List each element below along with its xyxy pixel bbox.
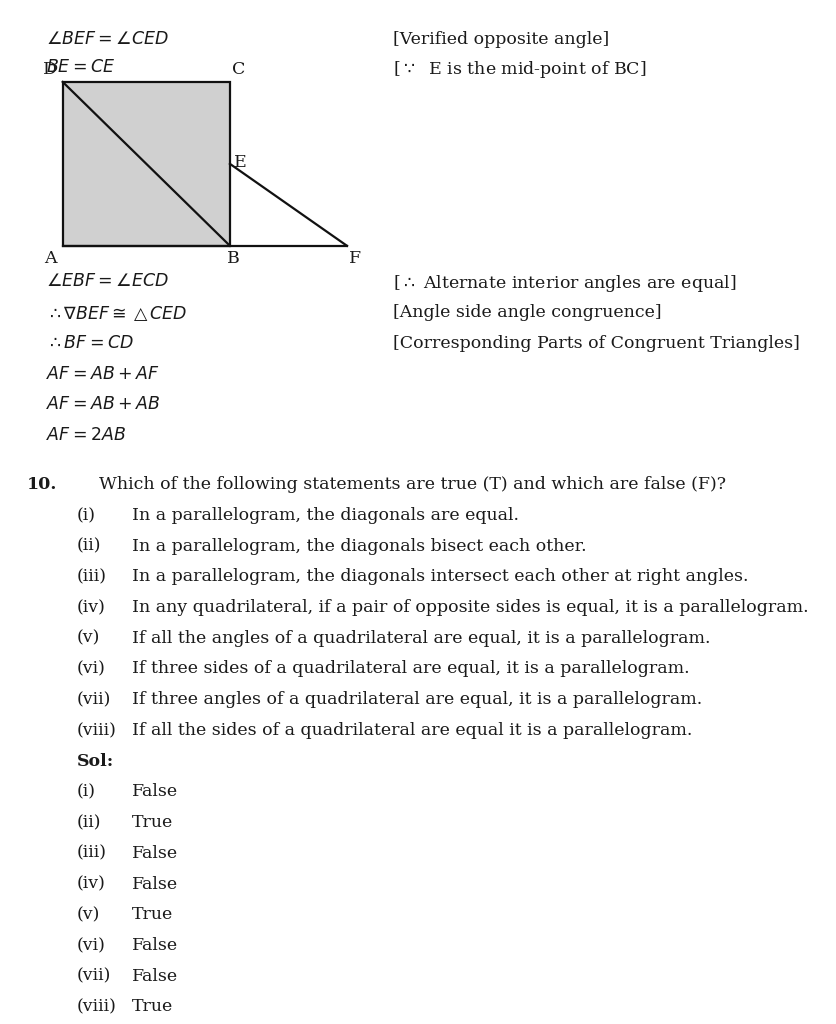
Text: $AF = AB + AB$: $AF = AB + AB$ [46,396,160,414]
Text: If three angles of a quadrilateral are equal, it is a parallelogram.: If three angles of a quadrilateral are e… [132,691,702,709]
Text: In any quadrilateral, if a pair of opposite sides is equal, it is a parallelogra: In any quadrilateral, if a pair of oppos… [132,599,808,616]
Text: Sol:: Sol: [77,753,115,770]
Text: [Verified opposite angle]: [Verified opposite angle] [393,31,609,48]
Text: (vi): (vi) [77,660,106,678]
Text: False: False [132,937,178,954]
Text: F: F [349,250,362,267]
Text: $\therefore \nabla BEF \cong \triangle CED$: $\therefore \nabla BEF \cong \triangle C… [46,304,187,324]
Text: [$\because$  E is the mid-point of BC]: [$\because$ E is the mid-point of BC] [393,59,646,81]
Text: False: False [132,876,178,893]
Text: (viii): (viii) [77,998,117,1016]
Text: $AF = 2AB$: $AF = 2AB$ [46,427,126,444]
Text: (vii): (vii) [77,968,111,985]
Text: (iv): (iv) [77,599,106,616]
Text: True: True [132,814,173,831]
Text: False: False [132,783,178,801]
Text: (vii): (vii) [77,691,111,709]
Text: (viii): (viii) [77,722,117,739]
Text: [Angle side angle congruence]: [Angle side angle congruence] [393,304,661,322]
Text: C: C [232,60,246,78]
Text: E: E [234,155,247,171]
Text: B: B [227,250,240,267]
Text: $\angle BEF = \angle CED$: $\angle BEF = \angle CED$ [46,31,169,48]
Text: $BE = CE$: $BE = CE$ [46,59,115,77]
Text: $\angle EBF = \angle ECD$: $\angle EBF = \angle ECD$ [46,273,169,291]
Text: (iii): (iii) [77,568,107,586]
Text: True: True [132,906,173,924]
Text: $AF = AB + AF$: $AF = AB + AF$ [46,366,160,383]
Text: (iii): (iii) [77,845,107,862]
Text: If three sides of a quadrilateral are equal, it is a parallelogram.: If three sides of a quadrilateral are eq… [132,660,690,678]
Text: $\therefore BF = CD$: $\therefore BF = CD$ [46,335,134,352]
Text: False: False [132,968,178,985]
Text: If all the sides of a quadrilateral are equal it is a parallelogram.: If all the sides of a quadrilateral are … [132,722,692,739]
Text: [Corresponding Parts of Congruent Triangles]: [Corresponding Parts of Congruent Triang… [393,335,800,352]
Text: Which of the following statements are true (T) and which are false (F)?: Which of the following statements are tr… [99,476,726,494]
Text: (v): (v) [77,630,100,647]
Text: True: True [132,998,173,1016]
Text: (v): (v) [77,906,100,924]
Text: A: A [44,250,57,267]
Text: (i): (i) [77,507,96,524]
Text: (vi): (vi) [77,937,106,954]
Text: (ii): (ii) [77,814,101,831]
Text: False: False [132,845,178,862]
Text: In a parallelogram, the diagonals bisect each other.: In a parallelogram, the diagonals bisect… [132,538,587,555]
Text: [$\therefore$ Alternate interior angles are equal]: [$\therefore$ Alternate interior angles … [393,273,737,295]
Polygon shape [63,82,230,246]
Text: D: D [43,60,57,78]
Text: (iv): (iv) [77,876,106,893]
Text: In a parallelogram, the diagonals intersect each other at right angles.: In a parallelogram, the diagonals inters… [132,568,748,586]
Text: 10.: 10. [27,476,57,494]
Text: (ii): (ii) [77,538,101,555]
Text: If all the angles of a quadrilateral are equal, it is a parallelogram.: If all the angles of a quadrilateral are… [132,630,711,647]
Text: In a parallelogram, the diagonals are equal.: In a parallelogram, the diagonals are eq… [132,507,519,524]
Text: (i): (i) [77,783,96,801]
